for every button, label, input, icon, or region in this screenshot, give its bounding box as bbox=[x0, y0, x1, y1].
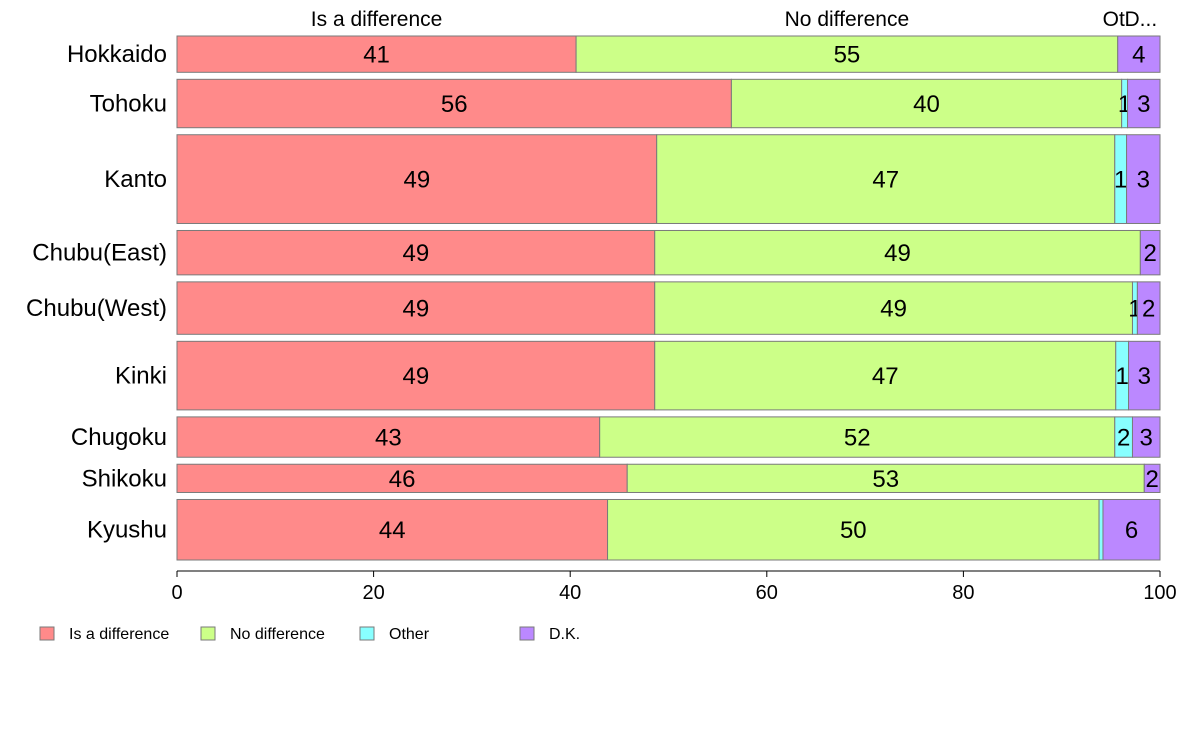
bar-segment bbox=[176, 281, 656, 335]
data-label: 6 bbox=[1125, 517, 1138, 544]
bar-segment bbox=[599, 416, 1116, 458]
category-label: Shikoku bbox=[82, 465, 167, 492]
bar-segment bbox=[1117, 35, 1161, 73]
data-label: 56 bbox=[441, 91, 468, 118]
data-label: 2 bbox=[1142, 296, 1155, 323]
category-label: Kanto bbox=[104, 166, 167, 193]
data-label: 41 bbox=[363, 42, 390, 69]
x-tick-label: 0 bbox=[171, 582, 182, 604]
data-label: 49 bbox=[880, 296, 907, 323]
bar-segment bbox=[176, 35, 577, 73]
bar-segment bbox=[1128, 340, 1161, 411]
bar-segment bbox=[730, 78, 1123, 129]
data-label: 3 bbox=[1137, 91, 1150, 118]
bar-segment bbox=[1139, 229, 1161, 276]
bar-segment bbox=[1127, 78, 1161, 129]
legend-label: Other bbox=[389, 626, 430, 643]
category-label: Hokkaido bbox=[67, 41, 167, 68]
legend-swatch bbox=[39, 626, 55, 641]
data-label: 53 bbox=[872, 466, 899, 493]
bar-segment bbox=[176, 229, 656, 276]
data-label: 46 bbox=[389, 466, 416, 493]
bar-segment bbox=[654, 229, 1141, 276]
bar-segment bbox=[1098, 498, 1104, 561]
bar-segment bbox=[176, 416, 601, 458]
data-label: 50 bbox=[840, 517, 867, 544]
data-label: 3 bbox=[1140, 425, 1153, 452]
data-label: 3 bbox=[1137, 167, 1150, 194]
data-label: 1 bbox=[1115, 363, 1128, 390]
data-label: 44 bbox=[379, 517, 406, 544]
category-label: Tohoku bbox=[90, 91, 167, 118]
top-label: No difference bbox=[785, 8, 910, 31]
data-label: 55 bbox=[834, 42, 861, 69]
data-label: 2 bbox=[1145, 466, 1158, 493]
data-label: 49 bbox=[884, 240, 911, 267]
x-tick-label: 40 bbox=[559, 582, 581, 604]
data-label: 49 bbox=[403, 363, 430, 390]
bar-segment bbox=[626, 463, 1145, 493]
bar-segment bbox=[176, 340, 656, 411]
x-tick-label: 60 bbox=[756, 582, 778, 604]
bar-segment bbox=[176, 463, 628, 493]
legend-swatch bbox=[200, 626, 216, 641]
data-label: 4 bbox=[1132, 42, 1145, 69]
legend-label: Is a difference bbox=[69, 626, 169, 643]
legend-swatch bbox=[359, 626, 375, 641]
bar-segment bbox=[656, 134, 1116, 224]
data-label: 52 bbox=[844, 425, 871, 452]
bar-segment bbox=[654, 281, 1133, 335]
bar-segment bbox=[654, 340, 1117, 411]
top-label: D... bbox=[1125, 8, 1158, 31]
data-label: 47 bbox=[872, 363, 899, 390]
bar-segment bbox=[1102, 498, 1161, 561]
bar-segment bbox=[1131, 416, 1161, 458]
bar-segment bbox=[575, 35, 1119, 73]
legend-label: D.K. bbox=[549, 626, 580, 643]
top-label: Is a difference bbox=[311, 8, 443, 31]
top-label: Ot bbox=[1103, 8, 1125, 31]
data-label: 43 bbox=[375, 425, 402, 452]
category-label: Kinki bbox=[115, 363, 167, 390]
x-tick-label: 100 bbox=[1143, 582, 1176, 604]
bar-segment bbox=[1143, 463, 1161, 493]
data-label: 47 bbox=[872, 167, 899, 194]
data-label: 2 bbox=[1143, 240, 1156, 267]
bar-segment bbox=[607, 498, 1100, 561]
data-label: 49 bbox=[404, 167, 431, 194]
category-label: Chubu(West) bbox=[26, 295, 167, 322]
bar-segment bbox=[176, 134, 658, 224]
data-label: 3 bbox=[1138, 363, 1151, 390]
data-label: 2 bbox=[1117, 425, 1130, 452]
legend-swatch bbox=[519, 626, 535, 641]
data-label: 40 bbox=[913, 91, 940, 118]
bar-segment bbox=[176, 498, 609, 561]
bar-segment bbox=[176, 78, 732, 129]
data-label: 49 bbox=[403, 296, 430, 323]
category-label: Kyushu bbox=[87, 517, 167, 544]
x-tick-label: 80 bbox=[952, 582, 974, 604]
category-label: Chubu(East) bbox=[32, 240, 167, 267]
bar-segment bbox=[1136, 281, 1161, 335]
bar-segment bbox=[1126, 134, 1161, 224]
data-label: 49 bbox=[403, 240, 430, 267]
data-label: 1 bbox=[1114, 167, 1127, 194]
legend-label: No difference bbox=[230, 626, 325, 643]
category-label: Chugoku bbox=[71, 424, 167, 451]
x-tick-label: 20 bbox=[362, 582, 384, 604]
